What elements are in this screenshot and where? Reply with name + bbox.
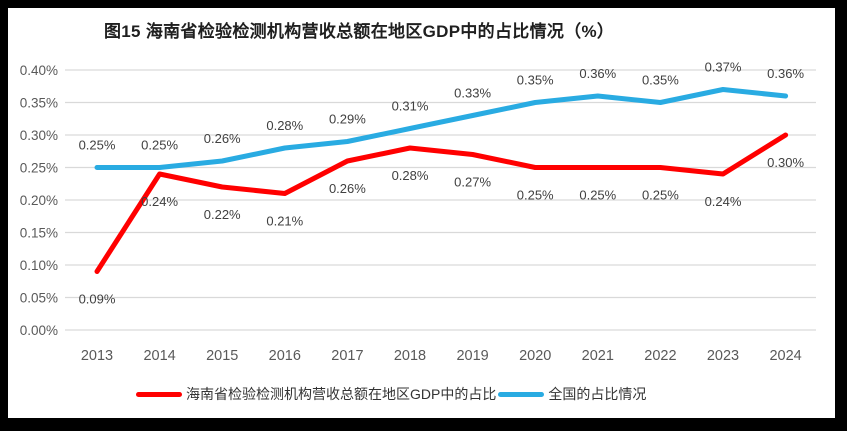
- x-tick-label: 2023: [707, 348, 739, 364]
- data-label-1: 0.29%: [329, 112, 366, 127]
- y-tick-label: 0.25%: [20, 161, 58, 176]
- legend-label-hainan: 海南省检验检测机构营收总额在地区GDP中的占比: [186, 386, 497, 402]
- data-label-0: 0.21%: [266, 214, 303, 229]
- y-tick-label: 0.00%: [20, 323, 58, 338]
- chart-title: 图15 海南省检验检测机构营收总额在地区GDP中的占比情况（%）: [104, 22, 615, 41]
- x-tick-label: 2022: [644, 348, 676, 364]
- legend-item-national: 全国的占比情况: [498, 384, 646, 404]
- chart-legend: 海南省检验检测机构营收总额在地区GDP中的占比 全国的占比情况: [136, 384, 646, 404]
- y-tick-label: 0.20%: [20, 193, 58, 208]
- x-tick-label: 2014: [143, 348, 175, 364]
- data-label-1: 0.28%: [266, 118, 303, 133]
- data-label-1: 0.31%: [392, 99, 429, 114]
- y-tick-label: 0.40%: [20, 63, 58, 78]
- data-label-1: 0.36%: [767, 66, 804, 81]
- data-label-1: 0.26%: [204, 131, 241, 146]
- x-tick-label: 2019: [456, 348, 488, 364]
- y-tick-label: 0.10%: [20, 258, 58, 273]
- data-label-0: 0.25%: [517, 188, 554, 203]
- line-chart-plot: 0.00% 0.05% 0.10% 0.15% 0.20% 0.25% 0.30% 0.35%…: [20, 60, 816, 364]
- data-label-1: 0.33%: [454, 86, 491, 101]
- y-tick-label: 0.05%: [20, 291, 58, 306]
- data-label-1: 0.35%: [642, 73, 679, 88]
- chart-area: 图15 海南省检验检测机构营收总额在地区GDP中的占比情况（%） 0.00% 0.…: [8, 8, 835, 418]
- data-label-0: 0.25%: [642, 188, 679, 203]
- y-tick-label: 0.30%: [20, 128, 58, 143]
- data-label-1: 0.36%: [579, 66, 616, 81]
- data-label-1: 0.35%: [517, 73, 554, 88]
- data-label-0: 0.24%: [141, 194, 178, 209]
- data-label-1: 0.25%: [79, 138, 116, 153]
- series-line-0: [94, 132, 789, 274]
- legend-label-national: 全国的占比情况: [548, 386, 647, 402]
- data-label-0: 0.22%: [204, 207, 241, 222]
- x-tick-label: 2024: [769, 348, 801, 364]
- data-label-0: 0.27%: [454, 175, 491, 190]
- data-label-0: 0.26%: [329, 181, 366, 196]
- data-label-0: 0.30%: [767, 155, 804, 170]
- x-tick-label: 2020: [519, 348, 551, 364]
- x-tick-label: 2021: [582, 348, 614, 364]
- data-label-0: 0.28%: [392, 168, 429, 183]
- x-tick-label: 2015: [206, 348, 238, 364]
- y-tick-label: 0.15%: [20, 226, 58, 241]
- data-label-0: 0.25%: [579, 188, 616, 203]
- x-tick-label: 2017: [331, 348, 363, 364]
- legend-item-hainan: 海南省检验检测机构营收总额在地区GDP中的占比: [136, 384, 496, 404]
- hainan-line-swatch: [136, 391, 182, 397]
- x-tick-label: 2016: [269, 348, 301, 364]
- x-tick-label: 2013: [81, 348, 113, 364]
- y-tick-label: 0.35%: [20, 96, 58, 111]
- data-label-0: 0.24%: [705, 194, 742, 209]
- x-tick-label: 2018: [394, 348, 426, 364]
- national-line-swatch: [498, 391, 545, 397]
- data-label-1: 0.37%: [705, 60, 742, 75]
- data-label-0: 0.09%: [79, 292, 116, 307]
- data-label-1: 0.25%: [141, 138, 178, 153]
- series-line-1: [94, 87, 789, 170]
